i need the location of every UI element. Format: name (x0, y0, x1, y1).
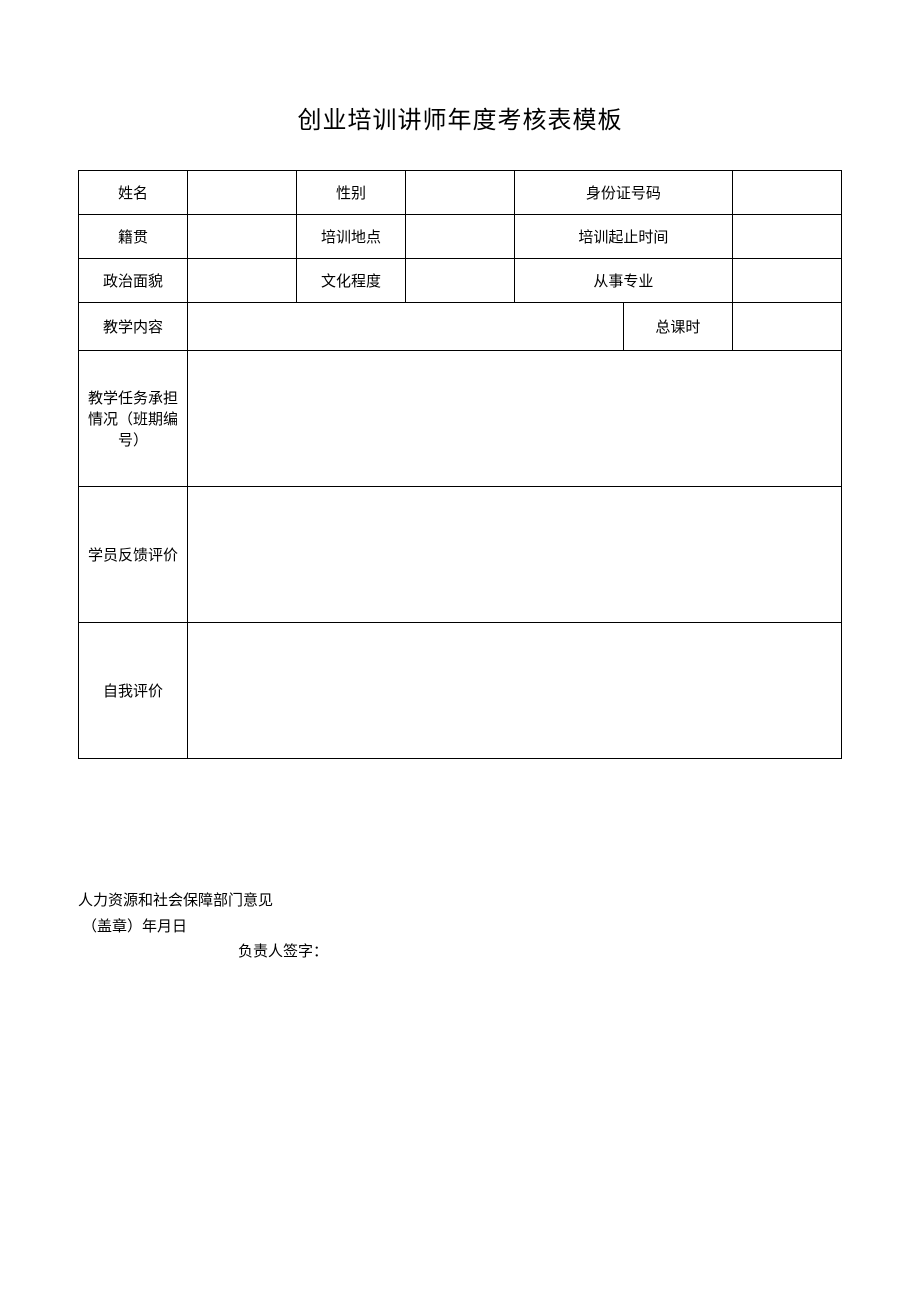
label-training-location: 培训地点 (296, 215, 405, 259)
table-row: 教学内容 总课时 (79, 303, 842, 351)
label-name: 姓名 (79, 171, 188, 215)
page-title: 创业培训讲师年度考核表模板 (78, 100, 842, 135)
value-training-period (732, 215, 841, 259)
label-profession: 从事专业 (514, 259, 732, 303)
value-native-place (187, 215, 296, 259)
label-student-feedback: 学员反馈评价 (79, 487, 188, 623)
value-training-location (405, 215, 514, 259)
table-row: 自我评价 (79, 623, 842, 759)
footer-department-opinion: 人力资源和社会保障部门意见 (78, 889, 842, 915)
value-gender (405, 171, 514, 215)
label-id-number: 身份证号码 (514, 171, 732, 215)
label-education-level: 文化程度 (296, 259, 405, 303)
label-political-status: 政治面貌 (79, 259, 188, 303)
value-id-number (732, 171, 841, 215)
footer-section: 人力资源和社会保障部门意见 （盖章）年月日 负责人签字： (78, 889, 842, 966)
label-gender: 性别 (296, 171, 405, 215)
value-teaching-tasks (187, 351, 841, 487)
table-row: 政治面貌 文化程度 从事专业 (79, 259, 842, 303)
value-name (187, 171, 296, 215)
label-total-hours: 总课时 (623, 303, 732, 351)
value-education-level (405, 259, 514, 303)
footer-signature: 负责人签字： (78, 940, 842, 966)
table-row: 教学任务承担情况（班期编号） (79, 351, 842, 487)
footer-seal-date: （盖章）年月日 (78, 915, 842, 941)
label-training-period: 培训起止时间 (514, 215, 732, 259)
table-row: 籍贯 培训地点 培训起止时间 (79, 215, 842, 259)
label-teaching-tasks: 教学任务承担情况（班期编号） (79, 351, 188, 487)
assessment-form-table: 姓名 性别 身份证号码 籍贯 培训地点 培训起止时间 政治面貌 文化程度 从事专… (78, 170, 842, 759)
label-native-place: 籍贯 (79, 215, 188, 259)
value-student-feedback (187, 487, 841, 623)
value-teaching-content (187, 303, 623, 351)
table-row: 学员反馈评价 (79, 487, 842, 623)
value-total-hours (732, 303, 841, 351)
label-self-evaluation: 自我评价 (79, 623, 188, 759)
value-political-status (187, 259, 296, 303)
value-self-evaluation (187, 623, 841, 759)
label-teaching-content: 教学内容 (79, 303, 188, 351)
value-profession (732, 259, 841, 303)
table-row: 姓名 性别 身份证号码 (79, 171, 842, 215)
